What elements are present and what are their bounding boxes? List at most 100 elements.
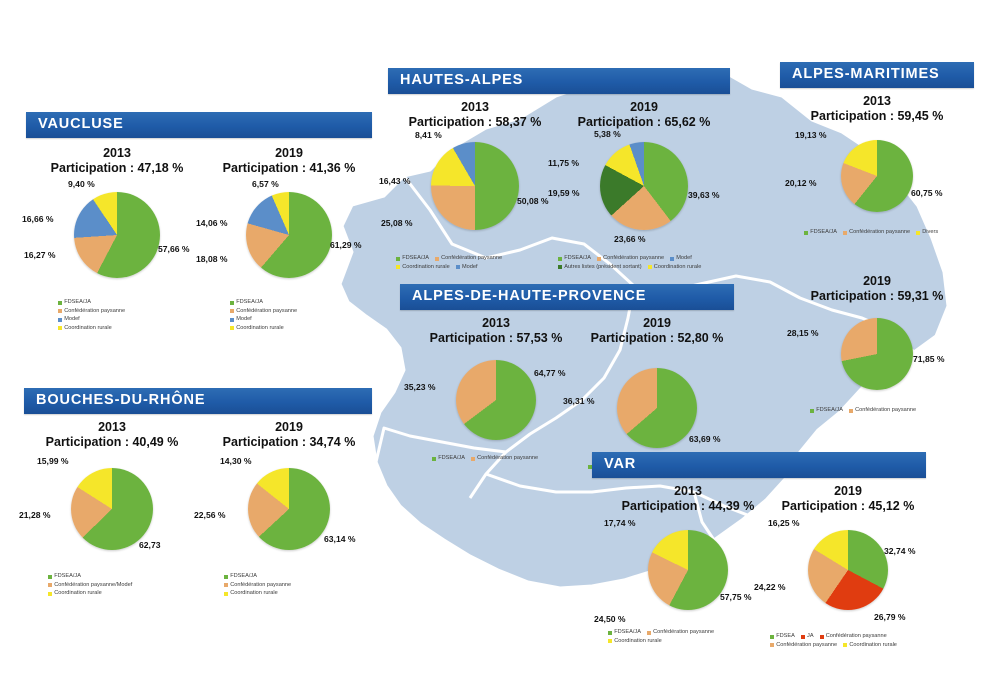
pie-chart-var-2019 [808, 530, 888, 611]
legend-item: JA [800, 632, 814, 641]
slice-label: 71,85 % [913, 354, 945, 365]
pie-title-alpes-maritimes-2019: 2019 Participation : 59,31 % [782, 274, 972, 305]
legend-alpes-maritimes-2013: FDSEA/JA Confédération paysanne Divers [804, 228, 984, 237]
legend-item: Modef [670, 254, 692, 263]
pie-participation: Participation : 59,31 % [810, 288, 944, 303]
slice-label: 8,41 % [415, 130, 442, 141]
legend-item: Coordination rurale [647, 263, 702, 272]
legend-item: Confédération paysanne [470, 454, 539, 463]
legend-label: FDSEA/JA [54, 573, 81, 580]
dept-header-var: VAR [592, 452, 926, 478]
legend-label: Confédération paysanne [855, 407, 917, 414]
legend-alpes-maritimes-2019: FDSEA/JA Confédération paysanne [810, 406, 980, 415]
slice-label: 24,22 % [754, 582, 786, 593]
pie-year: 2013 [98, 419, 126, 434]
legend-item: Divers [916, 228, 938, 237]
legend-label: FDSEA/JA [230, 573, 257, 580]
legend-label: FDSEA/JA [816, 407, 843, 414]
pie-block-alpes-maritimes-2013: 2013 Participation : 59,45 % 60,75 % 20,… [782, 94, 972, 237]
legend-label: Modef [676, 255, 692, 262]
legend-label: Modef [461, 263, 478, 270]
legend-label: Coordination rurale [54, 590, 102, 597]
pie-title-alpes-maritimes-2013: 2013 Participation : 59,45 % [782, 94, 972, 125]
slice-label: 57,66 % [158, 244, 190, 255]
pie-chart-bdr-2013 [71, 468, 153, 551]
legend-item: FDSEA [770, 632, 795, 641]
pie-block-vaucluse-2013: 2013 Participation : 47,18 % 57,66 % 16,… [22, 146, 198, 333]
legend-label: Confédération paysanne [236, 307, 298, 314]
legend-item: Coordination rurale [58, 324, 198, 333]
legend-label: Confédération paysanne/Modef [54, 581, 133, 588]
slice-label: 60,75 % [911, 188, 943, 199]
legend-item: Confédération paysanne [58, 307, 198, 316]
legend-label: Coordination rurale [653, 263, 702, 270]
pie-participation: Participation : 65,62 % [577, 114, 711, 129]
legend-item: FDSEA/JA [230, 298, 370, 307]
panel-bouches-du-rhone: BOUCHES-DU-RHÔNE 2013 Participation : 40… [19, 388, 372, 634]
dept-header-alpes-de-haute-provence: ALPES-DE-HAUTE-PROVENCE [400, 284, 734, 310]
legend-label: FDSEA/JA [236, 299, 263, 306]
legend-label: Confédération paysanne [477, 455, 539, 462]
pie-block-bdr-2019: 2019 Participation : 34,74 % 63,14 % 22,… [194, 420, 372, 598]
slice-label: 36,31 % [563, 396, 595, 407]
slice-label: 16,27 % [24, 250, 56, 261]
legend-item: Confédération paysanne [848, 406, 917, 415]
slice-label: 11,75 % [548, 158, 580, 169]
dept-header-bouches-du-rhone: BOUCHES-DU-RHÔNE [24, 388, 372, 414]
slice-label: 16,43 % [379, 176, 411, 187]
legend-label: Confédération paysanne [64, 307, 126, 314]
slice-label: 19,13 % [795, 130, 827, 141]
pie-block-var-2013: 2013 Participation : 44,39 % 57,75 % 24,… [594, 484, 768, 646]
slice-label: 50,08 % [517, 196, 549, 207]
legend-item: Autres listes (président sortant) [558, 263, 642, 272]
legend-label: Confédération paysanne [230, 581, 292, 588]
slice-label: 26,79 % [874, 612, 906, 623]
slice-label: 62,73 [139, 540, 161, 551]
pie-participation: Participation : 44,39 % [621, 498, 755, 513]
slice-label: 22,56 % [194, 510, 226, 521]
pie-title-hautes-alpes-2013: 2013 Participation : 58,37 % [392, 100, 558, 131]
pie-block-ahp-2019: 2019 Participation : 52,80 % 63,69 % 36,… [563, 316, 734, 471]
pie-title-var-2013: 2013 Participation : 44,39 % [608, 484, 768, 515]
pie-participation: Participation : 47,18 % [50, 160, 184, 175]
slice-label: 19,59 % [548, 188, 580, 199]
pie-title-ahp-2019: 2019 Participation : 52,80 % [580, 316, 734, 347]
pie-chart-vaucluse-2013 [74, 192, 160, 279]
pie-participation: Participation : 57,53 % [429, 330, 563, 345]
pie-title-hautes-alpes-2019: 2019 Participation : 65,62 % [558, 100, 730, 131]
pie-title-bdr-2019: 2019 Participation : 34,74 % [206, 420, 372, 451]
legend-item: Confédération paysanne/Modef [48, 581, 194, 590]
slice-label: 63,69 % [689, 434, 721, 445]
legend-item: FDSEA/JA [48, 572, 194, 581]
legend-item: FDSEA/JA [224, 572, 372, 581]
legend-label: Coordination rurale [236, 325, 284, 332]
legend-item: Confédération paysanne [842, 228, 911, 237]
pie-participation: Participation : 34,74 % [222, 434, 356, 449]
panel-alpes-maritimes: ALPES-MARITIMES 2013 Participation : 59,… [780, 62, 974, 418]
pie-year: 2019 [275, 145, 303, 160]
pie-year: 2019 [863, 273, 891, 288]
slice-label: 20,12 % [785, 178, 817, 189]
legend-label: JA [807, 633, 814, 640]
slice-label: 61,29 % [330, 240, 362, 251]
legend-item: Modef [58, 315, 198, 324]
slice-label: 39,63 % [688, 190, 720, 201]
pie-title-var-2019: 2019 Participation : 45,12 % [770, 484, 926, 515]
pie-chart-hautes-alpes-2013 [431, 142, 519, 231]
legend-item: FDSEA/JA [432, 454, 465, 463]
legend-item: Confédération paysanne [230, 307, 370, 316]
pie-title-bdr-2013: 2013 Participation : 40,49 % [30, 420, 194, 451]
pie-chart-hautes-alpes-2019 [600, 142, 688, 231]
legend-label: Confédération paysanne [849, 229, 911, 236]
legend-item: FDSEA/JA [558, 254, 591, 263]
dept-header-alpes-maritimes: ALPES-MARITIMES [780, 62, 974, 88]
legend-label: Coordination rurale [402, 263, 450, 270]
pie-chart-bdr-2019 [248, 468, 330, 551]
slice-label: 28,15 % [787, 328, 819, 339]
legend-item: FDSEA/JA [396, 254, 429, 263]
legend-item: Confédération paysanne [646, 628, 714, 637]
slice-label: 64,77 % [534, 368, 566, 379]
slice-label: 16,66 % [22, 214, 54, 225]
slice-label: 32,74 % [884, 546, 916, 557]
pie-chart-ahp-2019 [617, 368, 697, 449]
